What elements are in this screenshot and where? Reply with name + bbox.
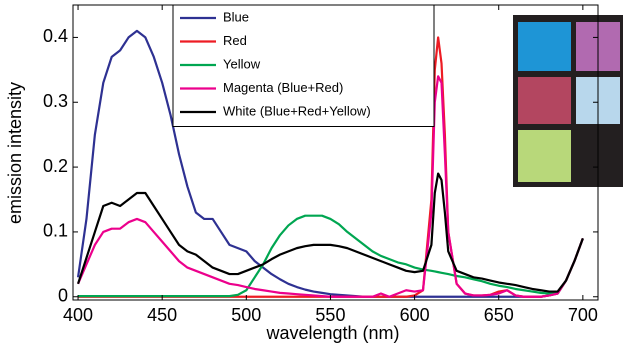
y-axis-label: emission intensity [5,82,25,224]
legend-label: Blue [223,9,249,24]
y-tick-label: 0.4 [43,26,68,46]
legend-label: Yellow [223,56,261,71]
x-tick-label: 450 [147,305,177,325]
swatch [518,22,571,71]
chart: wavelength (nm) emission intensity 400 45… [0,0,630,358]
swatch [518,77,571,124]
legend-label: White (Blue+Red+Yellow) [223,103,371,118]
x-tick-label: 550 [315,305,345,325]
page: wavelength (nm) emission intensity 400 45… [0,0,630,358]
legend-label: Red [223,33,247,48]
x-axis-label: wavelength (nm) [265,323,399,343]
x-tick-label: 650 [484,305,514,325]
x-tick-label: 500 [231,305,261,325]
y-tick-label: 0.3 [43,91,68,111]
x-tick-label: 600 [400,305,430,325]
color-swatches [513,15,623,187]
y-tick-label: 0.2 [43,156,68,176]
x-tick-label: 700 [568,305,598,325]
legend-label: Magenta (Blue+Red) [223,80,343,95]
y-tick-label: 0.1 [43,221,68,241]
legend: Blue Red Yellow Magenta (Blue+Red) White (Bl… [173,5,434,127]
swatch [518,130,571,182]
x-tick-label: 400 [63,305,93,325]
y-tick-label: 0 [58,286,68,306]
